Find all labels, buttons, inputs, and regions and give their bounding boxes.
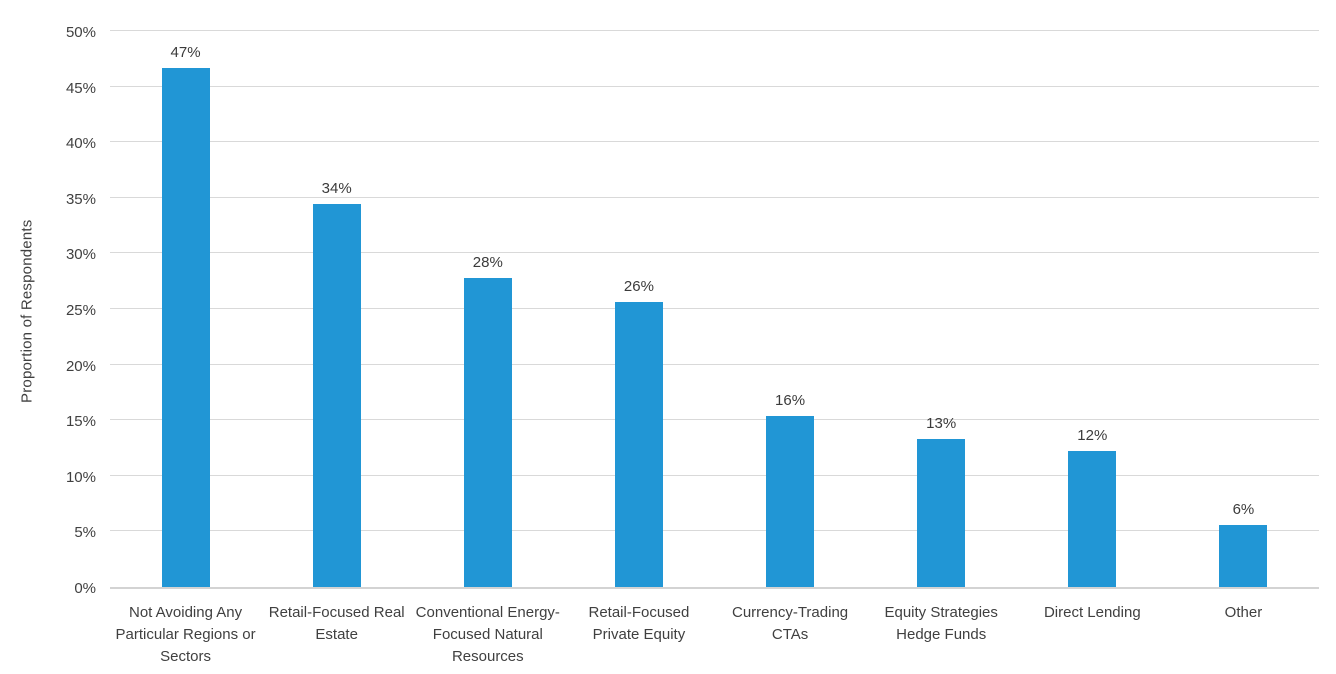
bar-value-label: 6% — [1232, 500, 1255, 518]
bar — [1068, 451, 1117, 587]
x-axis-category-label: Conventional Energy-Focused Natural Reso… — [415, 604, 560, 665]
gridline — [110, 419, 1319, 421]
bar-group: 26% — [563, 33, 714, 587]
bar-group: 12% — [1017, 33, 1168, 587]
bar-group: 47% — [110, 33, 261, 587]
bar — [463, 277, 512, 587]
bar — [312, 204, 361, 587]
x-axis-category-label: Currency-Trading CTAs — [731, 604, 849, 643]
x-axis-category-label: Retail-Focused Private Equity — [588, 604, 690, 643]
gridline — [110, 252, 1319, 254]
bar-group: 6% — [1168, 33, 1319, 587]
y-axis-tick-label: 40% — [65, 135, 96, 153]
y-axis-tick-label: 15% — [65, 413, 96, 431]
bar-value-label: 16% — [775, 391, 806, 409]
x-axis: Not Avoiding Any Particular Regions or S… — [110, 602, 1319, 668]
bar-value-label: 13% — [926, 415, 957, 433]
gridline — [110, 85, 1319, 87]
bar-value-label: 28% — [472, 253, 503, 271]
bar — [766, 415, 815, 587]
gridline — [110, 30, 1319, 31]
gridline — [110, 474, 1319, 476]
gridline — [110, 308, 1319, 309]
y-axis-tick-label: 30% — [65, 246, 96, 264]
gridline — [110, 141, 1319, 143]
bar-group: 16% — [715, 33, 866, 587]
y-axis-tick-label: 10% — [65, 468, 96, 486]
gridline — [110, 363, 1319, 365]
bar-group: 34% — [261, 33, 412, 587]
gridline — [110, 530, 1319, 532]
bar-value-label: 12% — [1077, 427, 1108, 445]
bar — [161, 67, 210, 587]
bar — [917, 439, 966, 587]
x-axis-category-label: Other — [1224, 604, 1263, 621]
x-axis-category-label: Not Avoiding Any Particular Regions or S… — [115, 604, 256, 665]
plot-area: 47% 34% 28% 26% 16% 13% 12% 6% — [110, 30, 1319, 589]
bar — [614, 302, 663, 587]
y-axis-tick-label: 25% — [65, 302, 96, 319]
bar-value-label: 26% — [623, 278, 654, 296]
y-axis-tick-label: 0% — [74, 580, 96, 597]
bars-layer: 47% 34% 28% 26% 16% 13% 12% 6% — [110, 33, 1319, 587]
x-axis-category-label: Direct Lending — [1043, 604, 1141, 621]
bar-group: 28% — [412, 33, 563, 587]
gridline — [110, 196, 1319, 198]
bar-value-label: 47% — [170, 43, 201, 61]
y-axis-tick-label: 20% — [65, 357, 96, 375]
x-axis-category-label: Equity Strategies Hedge Funds — [884, 604, 998, 643]
bar-group: 13% — [866, 33, 1017, 587]
y-axis-tick-label: 45% — [65, 79, 96, 97]
y-axis-tick-label: 35% — [65, 190, 96, 208]
x-axis-category-label: Retail-Focused Real Estate — [268, 604, 405, 643]
bar — [1219, 524, 1268, 587]
bar-value-label: 34% — [321, 180, 352, 198]
y-axis-tick-label: 5% — [74, 524, 96, 542]
y-axis-tick-label: 50% — [65, 24, 96, 41]
